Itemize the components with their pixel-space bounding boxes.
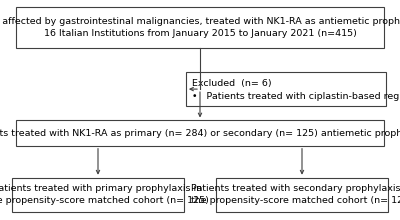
Text: Patients treated with secondary prophylaxis in
the propensity-score matched coho: Patients treated with secondary prophyla… — [191, 184, 400, 205]
Bar — [216, 178, 388, 212]
Text: Excluded  (n= 6): Excluded (n= 6) — [192, 79, 272, 88]
Bar — [16, 121, 384, 146]
Text: Patients treated with primary prophylaxis in
the propensity-score matched cohort: Patients treated with primary prophylaxi… — [0, 184, 209, 205]
Text: Patients affected by gastrointestinal malignancies, treated with NK1-RA as antie: Patients affected by gastrointestinal ma… — [0, 17, 400, 38]
Bar — [16, 7, 384, 48]
Text: Patients treated with NK1-RA as primary (n= 284) or secondary (n= 125) antiemeti: Patients treated with NK1-RA as primary … — [0, 129, 400, 138]
Bar — [12, 178, 184, 212]
Text: •   Patients treated with ciplastin-based regimens (n= 6): • Patients treated with ciplastin-based … — [192, 92, 400, 101]
Bar — [186, 72, 386, 106]
